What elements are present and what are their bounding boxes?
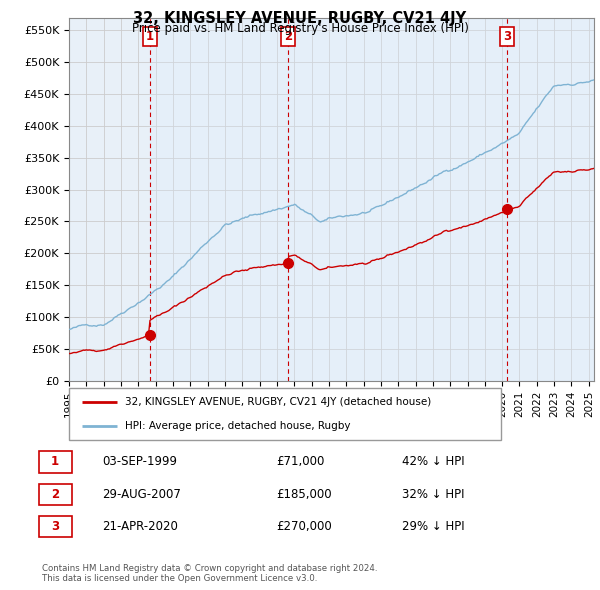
- Text: 29-AUG-2007: 29-AUG-2007: [102, 488, 181, 501]
- Text: £71,000: £71,000: [276, 455, 325, 468]
- Text: 29% ↓ HPI: 29% ↓ HPI: [402, 520, 464, 533]
- Bar: [288, 18, 508, 381]
- Text: 32, KINGSLEY AVENUE, RUGBY, CV21 4JY: 32, KINGSLEY AVENUE, RUGBY, CV21 4JY: [133, 11, 467, 25]
- Text: 1: 1: [51, 455, 59, 468]
- Text: HPI: Average price, detached house, Rugby: HPI: Average price, detached house, Rugb…: [125, 421, 350, 431]
- Text: £270,000: £270,000: [276, 520, 332, 533]
- Text: 2: 2: [51, 488, 59, 501]
- Text: 2: 2: [284, 30, 292, 43]
- Bar: [508, 18, 594, 381]
- Text: Contains HM Land Registry data © Crown copyright and database right 2024.
This d: Contains HM Land Registry data © Crown c…: [42, 563, 377, 583]
- Text: 3: 3: [51, 520, 59, 533]
- Text: 21-APR-2020: 21-APR-2020: [102, 520, 178, 533]
- Text: £185,000: £185,000: [276, 488, 332, 501]
- Text: 3: 3: [503, 30, 511, 43]
- Text: Price paid vs. HM Land Registry's House Price Index (HPI): Price paid vs. HM Land Registry's House …: [131, 22, 469, 35]
- Bar: [150, 18, 288, 381]
- Text: 32% ↓ HPI: 32% ↓ HPI: [402, 488, 464, 501]
- Text: 32, KINGSLEY AVENUE, RUGBY, CV21 4JY (detached house): 32, KINGSLEY AVENUE, RUGBY, CV21 4JY (de…: [125, 396, 431, 407]
- Text: 1: 1: [146, 30, 154, 43]
- Text: 42% ↓ HPI: 42% ↓ HPI: [402, 455, 464, 468]
- Text: 03-SEP-1999: 03-SEP-1999: [102, 455, 177, 468]
